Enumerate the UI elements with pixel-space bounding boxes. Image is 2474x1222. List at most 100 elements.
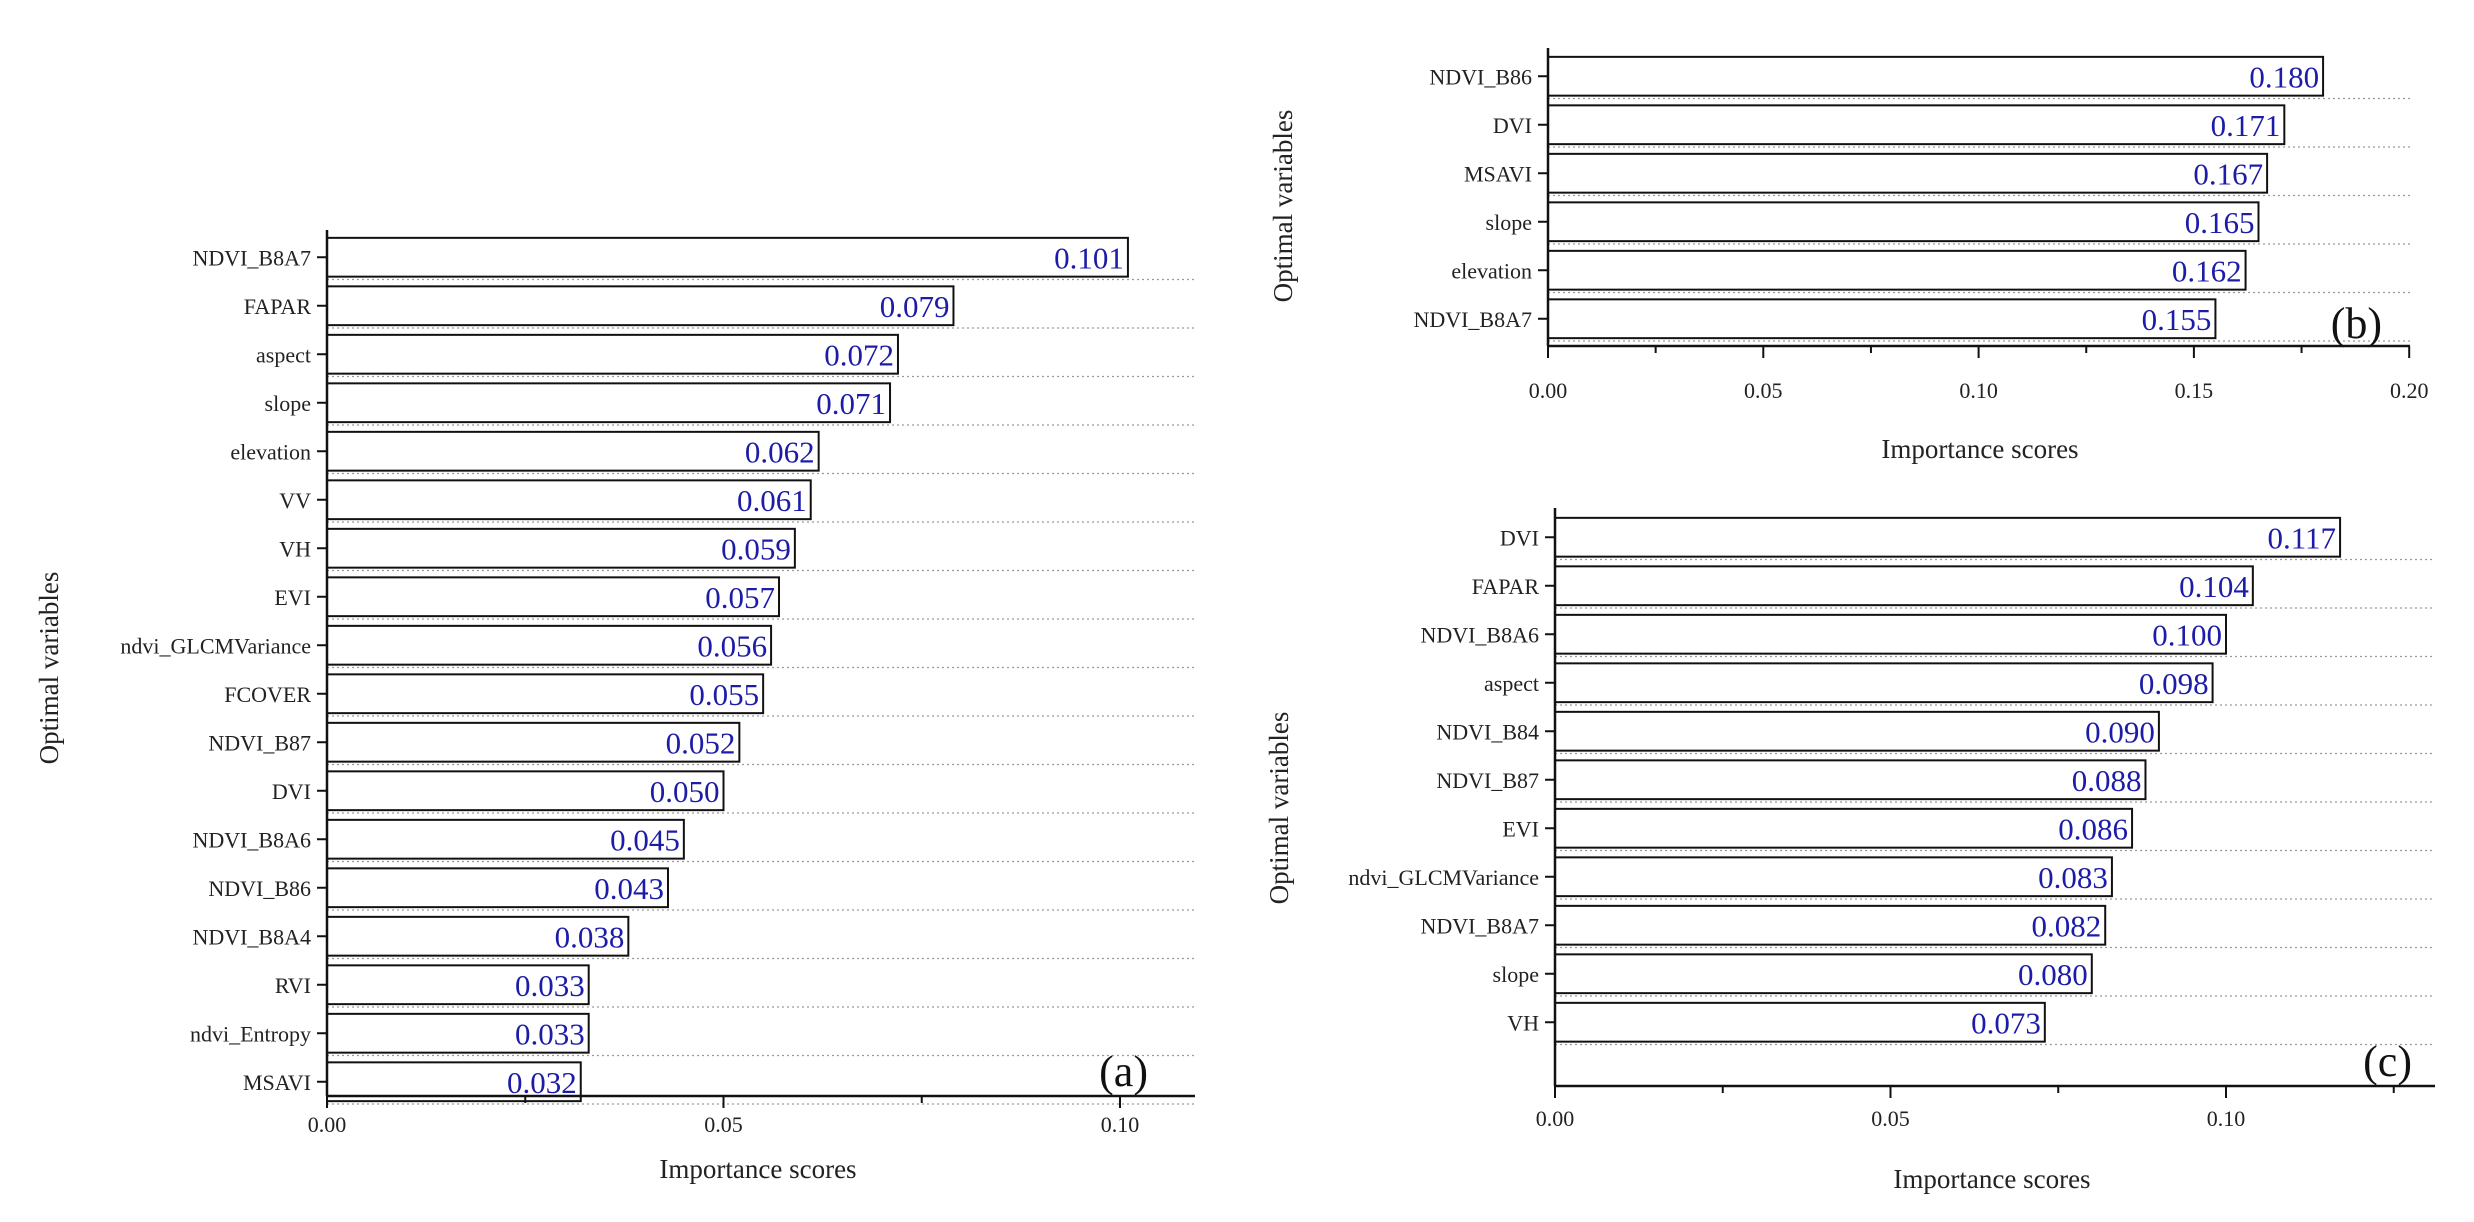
bar bbox=[326, 673, 765, 715]
bar bbox=[326, 382, 892, 424]
value-label: 0.079 bbox=[880, 289, 950, 324]
value-label: 0.167 bbox=[2193, 156, 2263, 191]
value-label: 0.062 bbox=[745, 434, 815, 469]
category-label: VH bbox=[1507, 1010, 1539, 1035]
value-label: 0.080 bbox=[2018, 957, 2088, 992]
bar bbox=[1554, 759, 2147, 801]
category-label: VH bbox=[279, 536, 311, 561]
category-label: NDVI_B8A7 bbox=[1413, 307, 1532, 332]
value-label: 0.171 bbox=[2211, 108, 2281, 143]
x-tick-label: 0.10 bbox=[2207, 1106, 2246, 1131]
category-label: NDVI_B8A6 bbox=[1420, 622, 1539, 647]
category-label: NDVI_B84 bbox=[1436, 719, 1539, 744]
category-label: NDVI_B87 bbox=[208, 730, 311, 755]
category-label: ndvi_GLCMVariance bbox=[120, 633, 311, 658]
y-axis-title: Optimal variables bbox=[1268, 110, 1298, 303]
value-label: 0.052 bbox=[666, 725, 736, 760]
category-label: NDVI_B8A6 bbox=[192, 827, 311, 852]
value-label: 0.086 bbox=[2058, 811, 2128, 846]
x-tick-label: 0.00 bbox=[1536, 1106, 1575, 1131]
value-label: 0.162 bbox=[2172, 253, 2242, 288]
bar bbox=[326, 333, 899, 375]
category-label: FCOVER bbox=[224, 682, 311, 707]
category-label: FAPAR bbox=[1472, 574, 1540, 599]
value-label: 0.059 bbox=[721, 531, 791, 566]
category-label: NDVI_B86 bbox=[208, 876, 311, 901]
bar bbox=[326, 721, 741, 763]
bar bbox=[1554, 1001, 2046, 1043]
bar bbox=[1547, 201, 2260, 243]
value-label: 0.155 bbox=[2142, 302, 2212, 337]
x-tick-label: 0.00 bbox=[1529, 378, 1568, 403]
bar bbox=[1547, 152, 2269, 194]
category-label: MSAVI bbox=[243, 1070, 311, 1095]
bar bbox=[1554, 613, 2227, 655]
x-axis-title: Importance scores bbox=[1881, 434, 2078, 464]
x-tick-label: 0.05 bbox=[1744, 378, 1783, 403]
value-label: 0.082 bbox=[2031, 908, 2101, 943]
bar bbox=[326, 1061, 582, 1103]
category-label: NDVI_B8A7 bbox=[192, 245, 311, 270]
value-label: 0.100 bbox=[2152, 617, 2222, 652]
value-label: 0.117 bbox=[2267, 520, 2336, 555]
value-label: 0.071 bbox=[816, 386, 886, 421]
value-label: 0.033 bbox=[515, 1016, 585, 1051]
value-label: 0.180 bbox=[2249, 59, 2319, 94]
value-label: 0.073 bbox=[1971, 1005, 2041, 1040]
panel-label: (b) bbox=[2331, 299, 2382, 348]
bar bbox=[1554, 662, 2214, 704]
panel-label: (a) bbox=[1099, 1047, 1148, 1096]
category-label: ndvi_Entropy bbox=[190, 1021, 311, 1046]
value-label: 0.032 bbox=[507, 1065, 577, 1100]
bar bbox=[326, 285, 955, 327]
bar bbox=[1554, 904, 2107, 946]
category-label: slope bbox=[265, 391, 311, 416]
category-label: aspect bbox=[1484, 671, 1539, 696]
value-label: 0.090 bbox=[2085, 714, 2155, 749]
category-label: DVI bbox=[272, 779, 311, 804]
x-tick-label: 0.20 bbox=[2390, 378, 2429, 403]
category-label: elevation bbox=[1451, 258, 1532, 283]
category-label: slope bbox=[1493, 962, 1539, 987]
x-tick-label: 0.00 bbox=[308, 1112, 347, 1137]
bar bbox=[326, 430, 820, 472]
category-label: aspect bbox=[256, 342, 311, 367]
bar bbox=[1547, 104, 2286, 146]
bar bbox=[1554, 516, 2342, 558]
value-label: 0.050 bbox=[650, 774, 720, 809]
panel-a: NDVI_B8A7 0.101 FAPAR 0.079 aspect 0.072 slope… bbox=[34, 230, 1195, 1184]
bar bbox=[1547, 249, 2247, 291]
category-label: MSAVI bbox=[1464, 161, 1532, 186]
category-label: slope bbox=[1486, 210, 1532, 235]
panel-label: (c) bbox=[2363, 1037, 2412, 1086]
category-label: VV bbox=[279, 488, 311, 513]
bar bbox=[326, 624, 773, 666]
y-axis-title: Optimal variables bbox=[1264, 712, 1294, 905]
category-label: EVI bbox=[274, 585, 311, 610]
value-label: 0.045 bbox=[610, 822, 680, 857]
category-label: EVI bbox=[1502, 816, 1539, 841]
bar bbox=[1547, 55, 2325, 97]
bar bbox=[1554, 807, 2134, 849]
bar bbox=[326, 964, 590, 1006]
x-axis-title: Importance scores bbox=[659, 1154, 856, 1184]
category-label: FAPAR bbox=[244, 294, 312, 319]
category-label: NDVI_B8A7 bbox=[1420, 913, 1539, 938]
bar bbox=[326, 915, 630, 957]
panel-c: DVI 0.117 FAPAR 0.104 NDVI_B8A6 0.100 aspect 0.… bbox=[1264, 508, 2435, 1194]
category-label: ndvi_GLCMVariance bbox=[1348, 865, 1539, 890]
category-label: NDVI_B86 bbox=[1429, 64, 1532, 89]
value-label: 0.104 bbox=[2179, 569, 2249, 604]
bar bbox=[326, 818, 685, 860]
bar bbox=[1554, 953, 2093, 995]
x-tick-label: 0.10 bbox=[1959, 378, 1998, 403]
category-label: DVI bbox=[1500, 525, 1539, 550]
bar bbox=[1547, 298, 2217, 340]
panel-b: NDVI_B86 0.180 DVI 0.171 MSAVI 0.167 slope 0.16… bbox=[1268, 48, 2428, 464]
category-label: elevation bbox=[230, 439, 311, 464]
bar bbox=[1554, 565, 2254, 607]
x-axis-title: Importance scores bbox=[1893, 1164, 2090, 1194]
value-label: 0.098 bbox=[2139, 666, 2209, 701]
x-tick-label: 0.05 bbox=[1871, 1106, 1910, 1131]
